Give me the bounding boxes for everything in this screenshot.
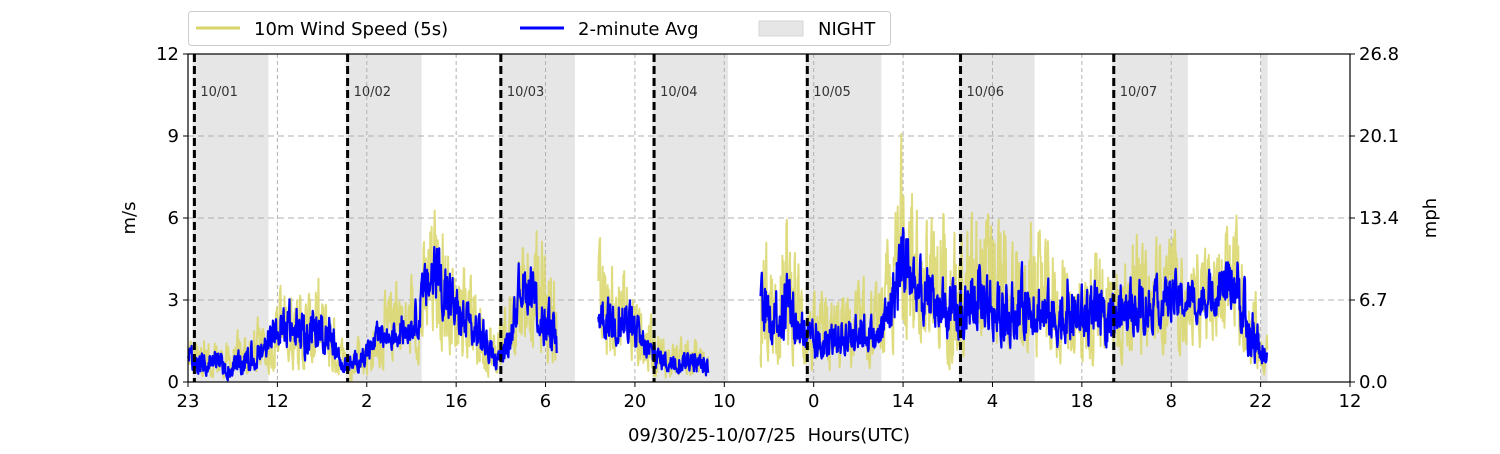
night-band <box>1260 54 1268 382</box>
x-tick-label: 4 <box>987 391 998 412</box>
series-line-2min-avg <box>759 227 1269 365</box>
y-tick-label-left: 9 <box>168 126 179 147</box>
y-tick-label-right: 0.0 <box>1359 372 1388 393</box>
day-markers-layer: 10/01 10/02 10/03 10/04 10/05 10/06 10/07 <box>192 54 1157 382</box>
x-tick-label: 10 <box>713 391 736 412</box>
x-tick-label: 20 <box>623 391 646 412</box>
x-tick-label: 2 <box>361 391 372 412</box>
x-tick-label: 12 <box>266 391 289 412</box>
x-axis-label: 09/30/25-10/07/25 Hours(UTC) <box>628 425 910 446</box>
y-axis-label-left: m/s <box>119 202 140 235</box>
x-tick-label: 6 <box>540 391 551 412</box>
day-label: 10/02 <box>354 85 391 100</box>
day-label: 10/04 <box>660 85 697 100</box>
legend-swatch-night <box>758 20 804 37</box>
day-label: 10/03 <box>507 85 544 100</box>
legend-label-5s: 10m Wind Speed (5s) <box>254 19 448 40</box>
series-line-2min-avg <box>186 245 558 382</box>
day-label: 10/06 <box>967 85 1004 100</box>
y-tick-label-left: 12 <box>156 44 179 65</box>
x-tick-label: 23 <box>177 391 200 412</box>
day-label: 10/01 <box>200 85 237 100</box>
legend: 10m Wind Speed (5s) 2-minute Avg NIGHT <box>188 11 891 46</box>
x-tick-label: 0 <box>808 391 819 412</box>
x-tick-label: 18 <box>1070 391 1093 412</box>
series-line-5s <box>187 209 558 383</box>
series-2-minute-avg <box>186 227 1269 382</box>
x-tick-label: 16 <box>445 391 468 412</box>
y-tick-label-right: 13.4 <box>1359 208 1399 229</box>
day-label: 10/07 <box>1120 85 1157 100</box>
x-tick-label: 12 <box>1339 391 1362 412</box>
legend-label-avg: 2-minute Avg <box>578 19 699 40</box>
series-line-2min-avg <box>597 296 710 377</box>
y-tick-label-left: 6 <box>168 208 179 229</box>
y-tick-label-left: 3 <box>168 290 179 311</box>
x-tick-label: 8 <box>1166 391 1177 412</box>
x-tick-label: 22 <box>1249 391 1272 412</box>
y-tick-label-right: 6.7 <box>1359 290 1388 311</box>
y-tick-label-left: 0 <box>168 372 179 393</box>
y-tick-label-right: 20.1 <box>1359 126 1399 147</box>
day-label: 10/05 <box>813 85 850 100</box>
axes-layer: 23 12 2 16 6 20 10 0 14 4 18 8 22 12 0 0.0 3 6.7 6 13.4 9 20.… <box>156 44 1399 412</box>
y-axis-label-right: mph <box>1420 198 1441 238</box>
x-tick-label: 14 <box>892 391 915 412</box>
y-tick-label-right: 26.8 <box>1359 44 1399 65</box>
legend-label-night: NIGHT <box>818 19 876 40</box>
